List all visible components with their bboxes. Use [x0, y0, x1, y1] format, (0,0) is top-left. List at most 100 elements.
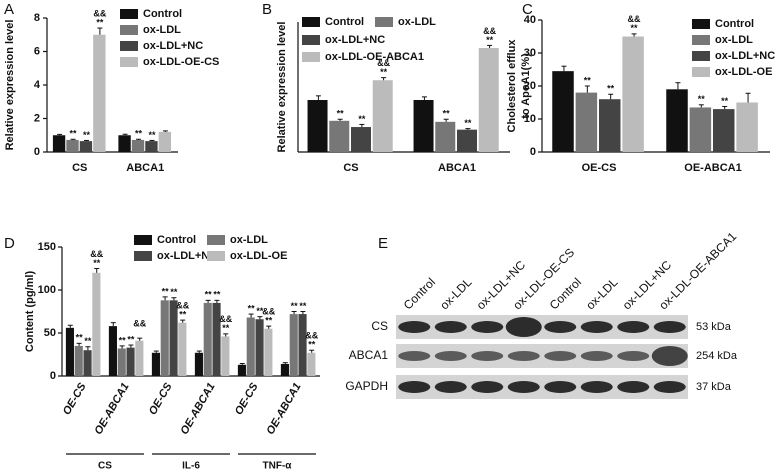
y-tick-label: 100 [38, 284, 56, 296]
bar [212, 302, 221, 376]
bar [237, 364, 246, 376]
significance-label: ** [337, 109, 345, 119]
legend-swatch [120, 9, 138, 19]
bar [74, 345, 83, 376]
significance-label: ** [631, 23, 639, 33]
significance-label: ** [358, 114, 366, 124]
bar [203, 302, 212, 376]
panel-letter: A [4, 1, 14, 18]
x-tick-label: OE-ABCA1 [92, 381, 131, 437]
bar [713, 109, 735, 152]
bar [280, 363, 289, 376]
significance-label: ** [83, 130, 91, 140]
x-tick-label: CS [72, 162, 87, 174]
bar [575, 92, 598, 152]
blot-band [651, 346, 688, 366]
blot-band [544, 381, 577, 393]
bar [160, 300, 169, 376]
significance-label: && [93, 8, 106, 18]
x-tick-label: CS [343, 162, 358, 174]
significance-label: ** [170, 287, 178, 297]
group-label: IL-6 [182, 461, 200, 472]
significance-label: ** [299, 301, 307, 311]
legend-swatch [302, 35, 320, 45]
lane-label: ox-LDL [583, 275, 620, 312]
blot-band [398, 351, 431, 361]
x-tick-label: ABCA1 [126, 162, 164, 174]
significance-label: ** [93, 258, 101, 268]
legend-swatch [692, 51, 710, 61]
bar [117, 348, 126, 376]
bar [118, 135, 131, 152]
bar [108, 326, 117, 376]
panel-letter: B [262, 1, 272, 18]
bar [131, 139, 145, 152]
bar [622, 36, 644, 152]
blot-band [580, 351, 613, 361]
significance-label: && [176, 300, 189, 310]
legend-label: Control [715, 18, 754, 30]
significance-label: ** [119, 335, 127, 345]
significance-label: ** [256, 306, 264, 316]
significance-label: ** [486, 35, 494, 45]
bar [52, 135, 66, 152]
y-tick-label: 30 [524, 47, 536, 59]
bar [552, 71, 574, 152]
bar [194, 352, 203, 376]
legend-label: Control [325, 16, 364, 28]
significance-label: ** [70, 129, 78, 139]
y-tick-label: 4 [34, 79, 41, 91]
group-label: TNF-α [263, 461, 293, 472]
significance-label: ** [135, 129, 143, 139]
y-tick-label: 50 [44, 327, 56, 339]
x-tick-label: OE-CS [147, 380, 175, 417]
row-label: ABCA1 [349, 348, 389, 362]
significance-label: ** [148, 130, 156, 140]
blot-band [398, 381, 431, 393]
significance-label: ** [584, 75, 592, 85]
y-tick-label: 10 [524, 113, 536, 125]
row-label: GAPDH [345, 379, 388, 393]
y-axis-label: Relative expression level [276, 22, 288, 153]
y-tick-label: 150 [38, 241, 56, 253]
significance-label: ** [443, 109, 451, 119]
blot-band [471, 321, 504, 333]
legend-label: ox-LDL [143, 24, 181, 36]
legend-label: ox-LDL-OE [715, 66, 772, 78]
bar [372, 80, 393, 152]
blot-band [505, 317, 542, 337]
bar [666, 89, 688, 152]
legend-swatch [134, 251, 152, 261]
bar [351, 127, 371, 152]
lane-label: Control [547, 275, 584, 312]
y-tick-label: 0 [530, 146, 536, 158]
bar [93, 34, 106, 152]
blot-band [434, 321, 467, 333]
y-tick-label: 20 [524, 80, 536, 92]
blot-band [507, 351, 540, 361]
size-label: 53 kDa [696, 321, 732, 333]
significance-label: ** [248, 303, 256, 313]
x-tick-label: OE-ABCA1 [178, 381, 217, 437]
bar [221, 336, 230, 376]
legend-label: ox-LDL [230, 234, 268, 246]
bar [478, 48, 499, 152]
lane-label: Control [401, 275, 438, 312]
significance-label: && [133, 319, 146, 329]
bar [289, 314, 298, 376]
legend-swatch [302, 17, 320, 27]
blot-band [471, 351, 504, 361]
legend-swatch [207, 251, 225, 261]
panel-letter: D [4, 235, 15, 252]
blot-band [617, 321, 650, 333]
significance-label: ** [698, 94, 706, 104]
x-tick-label: OE-ABCA1 [264, 381, 303, 437]
significance-label: && [262, 306, 275, 316]
blot-band [580, 381, 613, 393]
row-label: CS [371, 319, 388, 333]
y-tick-label: 6 [34, 45, 40, 57]
bar [298, 314, 307, 376]
blot-band [434, 381, 467, 393]
x-tick-label: OE-CS [582, 162, 617, 174]
x-tick-label: OE-CS [233, 380, 261, 417]
